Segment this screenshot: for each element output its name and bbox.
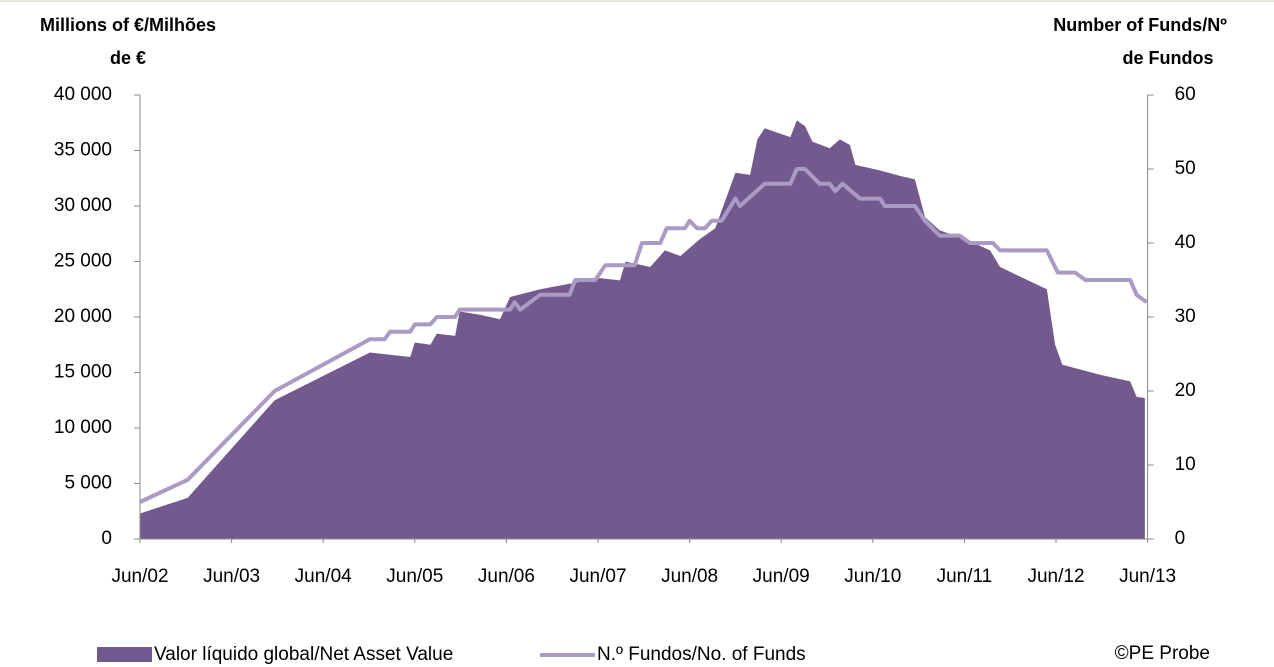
line <box>139 167 1148 504</box>
area <box>140 120 1145 539</box>
y-tick-label: 5 000 <box>64 473 112 494</box>
y-tick-label: 15 000 <box>54 362 112 383</box>
y2-tick-label: 30 <box>1175 306 1196 327</box>
y-tick-label: 35 000 <box>54 140 112 161</box>
legend-label: Valor líquido global/Net Asset Value <box>154 644 453 665</box>
legend-label: N.º Fundos/No. of Funds <box>597 644 806 665</box>
y-tick-label: 0 <box>101 528 112 549</box>
y2-axis-title: de Fundos <box>1123 48 1214 68</box>
y2-tick-label: 0 <box>1175 528 1186 549</box>
x-tick-label: Jun/10 <box>844 566 901 587</box>
y2-tick-label: 50 <box>1175 158 1196 179</box>
y-tick-label: 30 000 <box>54 195 112 216</box>
y-tick-label: 25 000 <box>54 251 112 272</box>
x-tick-label: Jun/09 <box>753 566 810 587</box>
source: ©PE Probe <box>1115 643 1210 664</box>
y2-tick-label: 20 <box>1175 380 1196 401</box>
y2-axis-title: Number of Funds/Nº <box>1053 15 1227 35</box>
x-tick-label: Jun/04 <box>295 566 352 587</box>
x-tick-label: Jun/13 <box>1119 566 1176 587</box>
x-tick-label: Jun/07 <box>569 566 626 587</box>
x-tick-label: Jun/03 <box>203 566 260 587</box>
x-tick-label: Jun/12 <box>1027 566 1084 587</box>
y-axis-title: Millions of €/Milhões <box>40 15 216 35</box>
x-tick-label: Jun/02 <box>111 566 168 587</box>
y-tick-label: 10 000 <box>54 417 112 438</box>
x-tick-label: Jun/08 <box>661 566 718 587</box>
y-tick-label: 40 000 <box>54 84 112 105</box>
y2-tick-label: 40 <box>1175 232 1196 253</box>
x-tick-label: Jun/05 <box>386 566 443 587</box>
x-tick-label: Jun/11 <box>937 566 993 587</box>
y-tick-label: 20 000 <box>54 306 112 327</box>
y-axis-title: de € <box>110 48 146 68</box>
x-tick-label: Jun/06 <box>478 566 535 587</box>
y2-tick-label: 10 <box>1175 454 1196 475</box>
y2-tick-label: 60 <box>1175 84 1196 105</box>
legend-swatch <box>97 647 152 662</box>
